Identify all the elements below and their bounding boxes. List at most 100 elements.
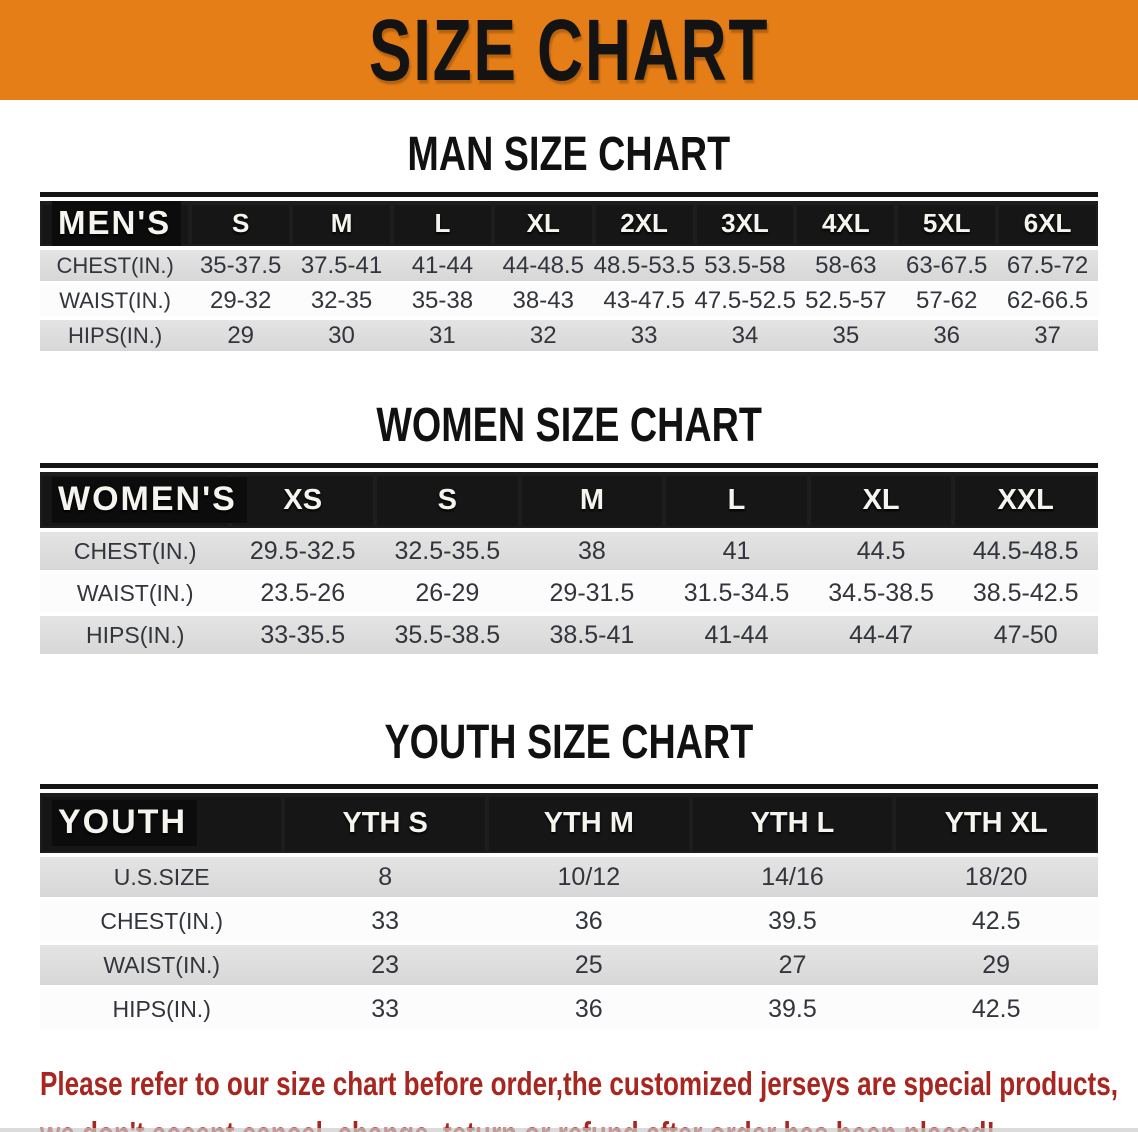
- measurement-value: 44.5: [808, 532, 954, 570]
- measurement-value: 41-44: [664, 616, 809, 654]
- measurement-value: 67.5-72: [997, 250, 1098, 281]
- measurement-row-label: CHEST(IN.): [40, 901, 284, 941]
- measurement-value: 58-63: [795, 250, 897, 281]
- order-notice: Please refer to our size chart before or…: [40, 1059, 1138, 1132]
- table-group-label: WOMEN'S: [52, 477, 247, 523]
- measurement-value: 35: [795, 320, 897, 351]
- size-column-header: 5XL: [896, 201, 998, 246]
- measurement-row: CHEST(IN.) 35-37.5 37.5-41 41-44 44-48.5 48.5…: [40, 250, 1098, 281]
- measurement-value: 48.5-53.5: [593, 250, 695, 281]
- size-column-header: XL: [808, 472, 954, 528]
- measurement-value: 39.5: [690, 989, 895, 1029]
- size-column-header: YTH S: [283, 793, 487, 853]
- measurement-row-label: WAIST(IN.): [40, 285, 191, 316]
- measurement-value: 34: [694, 320, 796, 351]
- measurement-value: 38.5-42.5: [953, 574, 1098, 612]
- youth-size-table-wrap: YOUTH YTH S YTH M YTH L YTH XL U.S.SIZE 8 10/12…: [40, 784, 1098, 1033]
- measurement-value: 32-35: [291, 285, 392, 316]
- order-notice-line-1: Please refer to our size chart before or…: [40, 1065, 1118, 1102]
- measurement-value: 31.5-34.5: [664, 574, 809, 612]
- measurement-value: 36: [896, 320, 998, 351]
- size-chart-banner: SIZE CHART: [0, 0, 1138, 100]
- size-column-header: L: [664, 472, 809, 528]
- measurement-value: 33: [283, 901, 487, 941]
- measurement-value: 36: [486, 901, 691, 941]
- measurement-value: 29: [894, 945, 1098, 985]
- youth-section-heading: YOUTH SIZE CHART: [0, 714, 1138, 769]
- measurement-row-label: CHEST(IN.): [40, 532, 231, 570]
- measurement-row-label: HIPS(IN.): [40, 616, 231, 654]
- measurement-value: 32.5-35.5: [375, 532, 520, 570]
- measurement-value: 23.5-26: [230, 574, 376, 612]
- measurement-value: 33: [283, 989, 487, 1029]
- measurement-value: 29-32: [190, 285, 292, 316]
- size-column-header: XS: [230, 472, 376, 528]
- measurement-value: 33: [593, 320, 695, 351]
- table-group-label-cell: MEN'S: [40, 201, 191, 246]
- measurement-value: 8: [283, 857, 487, 897]
- table-group-label-cell: YOUTH: [40, 793, 284, 853]
- measurement-row-label: HIPS(IN.): [40, 989, 284, 1029]
- measurement-value: 25: [486, 945, 691, 985]
- measurement-value: 33-35.5: [230, 616, 376, 654]
- measurement-value: 41-44: [391, 250, 493, 281]
- size-column-header: L: [391, 201, 493, 246]
- youth-size-table: YOUTH YTH S YTH M YTH L YTH XL U.S.SIZE 8 10/12…: [40, 789, 1098, 1033]
- size-column-header: YTH XL: [894, 793, 1098, 853]
- measurement-value: 27: [690, 945, 895, 985]
- size-column-header: XXL: [953, 472, 1098, 528]
- order-notice-line-2: we don't accept cancel, change, teturn o…: [40, 1109, 995, 1132]
- size-column-header: XL: [492, 201, 594, 246]
- table-group-label: YOUTH: [52, 800, 197, 846]
- measurement-value: 44-47: [808, 616, 954, 654]
- measurement-value: 62-66.5: [997, 285, 1098, 316]
- measurement-value: 36: [486, 989, 691, 1029]
- measurement-row: U.S.SIZE 8 10/12 14/16 18/20: [40, 857, 1098, 897]
- measurement-row: WAIST(IN.) 29-32 32-35 35-38 38-43 43-47.5 47.…: [40, 285, 1098, 316]
- measurement-value: 43-47.5: [593, 285, 695, 316]
- measurement-value: 38.5-41: [519, 616, 665, 654]
- size-column-header: M: [291, 201, 392, 246]
- table-top-border: [40, 192, 1098, 197]
- table-header-row: YOUTH YTH S YTH M YTH L YTH XL: [40, 793, 1098, 853]
- bottom-edge-divider: [0, 1128, 1138, 1132]
- women-section-heading-text: WOMEN SIZE CHART: [376, 396, 762, 452]
- men-size-table: MEN'S S M L XL 2XL 3XL 4XL 5XL 6XL CHEST(IN.) 35-37…: [40, 197, 1098, 355]
- women-size-table-wrap: WOMEN'S XS S M L XL XXL CHEST(IN.) 29.5-32.5 32.5…: [40, 463, 1098, 658]
- size-column-header: 2XL: [593, 201, 695, 246]
- measurement-value: 37.5-41: [291, 250, 392, 281]
- measurement-row: CHEST(IN.) 33 36 39.5 42.5: [40, 901, 1098, 941]
- men-size-table-wrap: MEN'S S M L XL 2XL 3XL 4XL 5XL 6XL CHEST(IN.) 35-37…: [40, 192, 1098, 355]
- size-column-header: YTH L: [690, 793, 895, 853]
- measurement-value: 39.5: [690, 901, 895, 941]
- measurement-row-label: CHEST(IN.): [40, 250, 191, 281]
- measurement-row-label: WAIST(IN.): [40, 574, 231, 612]
- size-column-header: 3XL: [694, 201, 796, 246]
- table-header-row: WOMEN'S XS S M L XL XXL: [40, 472, 1098, 528]
- measurement-value: 47.5-52.5: [694, 285, 796, 316]
- measurement-value: 44.5-48.5: [953, 532, 1098, 570]
- measurement-value: 23: [283, 945, 487, 985]
- measurement-value: 35-37.5: [190, 250, 292, 281]
- measurement-value: 44-48.5: [492, 250, 594, 281]
- measurement-value: 42.5: [894, 901, 1098, 941]
- measurement-value: 35.5-38.5: [375, 616, 520, 654]
- table-group-label-cell: WOMEN'S: [40, 472, 247, 528]
- table-top-border: [40, 784, 1098, 789]
- size-column-header: YTH M: [486, 793, 691, 853]
- measurement-value: 29.5-32.5: [230, 532, 376, 570]
- table-group-label: MEN'S: [52, 201, 182, 246]
- measurement-value: 30: [291, 320, 392, 351]
- measurement-value: 38-43: [492, 285, 594, 316]
- measurement-value: 31: [391, 320, 493, 351]
- size-column-header: 6XL: [997, 201, 1098, 246]
- measurement-value: 18/20: [894, 857, 1098, 897]
- measurement-value: 34.5-38.5: [808, 574, 954, 612]
- measurement-value: 14/16: [690, 857, 895, 897]
- measurement-row-label: U.S.SIZE: [40, 857, 284, 897]
- banner-title: SIZE CHART: [368, 0, 770, 99]
- measurement-row: HIPS(IN.) 33 36 39.5 42.5: [40, 989, 1098, 1029]
- measurement-value: 47-50: [953, 616, 1098, 654]
- men-section-heading: MAN SIZE CHART: [0, 126, 1138, 181]
- measurement-value: 38: [519, 532, 665, 570]
